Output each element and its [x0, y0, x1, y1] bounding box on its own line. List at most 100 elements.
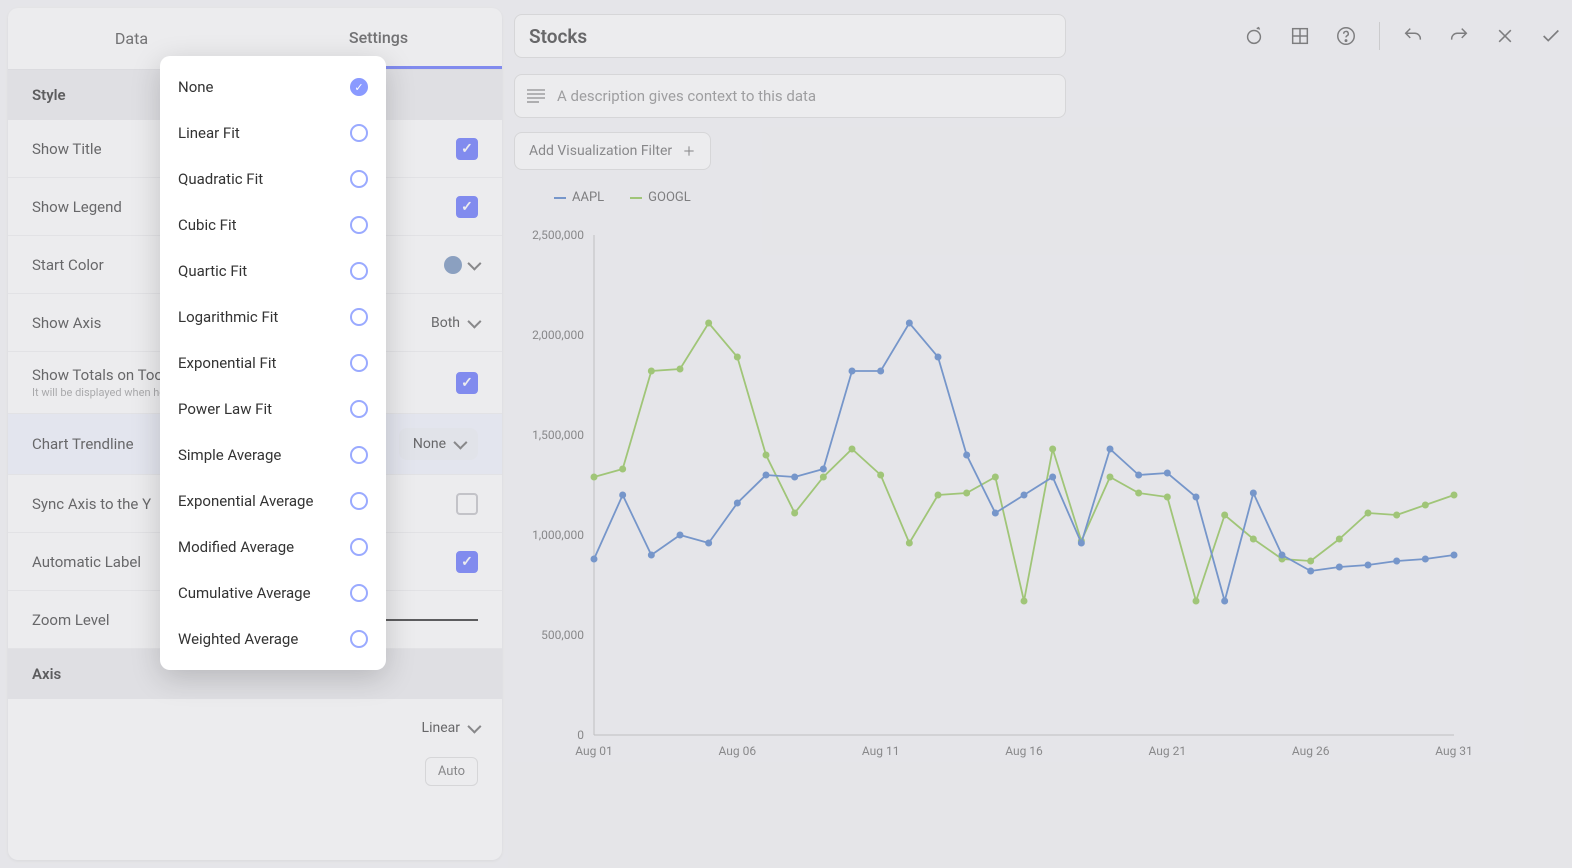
svg-text:1,500,000: 1,500,000: [532, 428, 584, 442]
color-swatch-dot: [444, 256, 462, 274]
dropdown-option[interactable]: Modified Average: [160, 524, 386, 570]
description-icon: [527, 89, 545, 103]
radio-icon: [350, 124, 368, 142]
dropdown-option-label: Exponential Average: [178, 492, 313, 510]
dropdown-option[interactable]: Power Law Fit: [160, 386, 386, 432]
axis-auto-pill[interactable]: Auto: [425, 757, 478, 786]
legend-item-googl[interactable]: GOOGL: [630, 190, 691, 205]
chevron-down-icon: [453, 436, 467, 450]
checkbox-show-title[interactable]: [456, 138, 478, 160]
dropdown-option[interactable]: Quadratic Fit: [160, 156, 386, 202]
dropdown-option[interactable]: Quartic Fit: [160, 248, 386, 294]
close-icon[interactable]: [1492, 23, 1518, 49]
radio-icon: [350, 584, 368, 602]
checkbox-auto-label[interactable]: [456, 551, 478, 573]
radio-icon: [350, 308, 368, 326]
dropdown-option-label: None: [178, 78, 214, 96]
confirm-icon[interactable]: [1538, 23, 1564, 49]
select-chart-trendline[interactable]: None: [399, 428, 478, 460]
chart-toolbar: Stocks: [514, 8, 1564, 64]
svg-text:Aug 01: Aug 01: [575, 744, 613, 758]
undo-icon[interactable]: [1400, 23, 1426, 49]
trendline-value: None: [413, 436, 446, 452]
dropdown-option-label: Quadratic Fit: [178, 170, 263, 188]
description-input[interactable]: A description gives context to this data: [514, 74, 1066, 118]
label-start-color: Start Color: [32, 256, 104, 274]
label-chart-trendline: Chart Trendline: [32, 435, 134, 453]
row-axis-scale: Linear: [8, 699, 502, 757]
svg-text:Aug 26: Aug 26: [1292, 744, 1330, 758]
chevron-down-icon: [467, 314, 481, 328]
trendline-dropdown: None Linear Fit Quadratic Fit Cubic Fit Quar…: [160, 56, 386, 670]
chevron-down-icon: [467, 720, 481, 734]
checkbox-show-legend[interactable]: [456, 196, 478, 218]
dropdown-option-label: Modified Average: [178, 538, 294, 556]
dropdown-option-label: Exponential Fit: [178, 354, 276, 372]
chart-panel: Stocks: [514, 8, 1564, 860]
svg-text:Aug 31: Aug 31: [1435, 744, 1473, 758]
radio-icon: [350, 78, 368, 96]
label-show-legend: Show Legend: [32, 198, 122, 216]
radio-icon: [350, 170, 368, 188]
dropdown-option[interactable]: Cumulative Average: [160, 570, 386, 616]
svg-text:0: 0: [577, 728, 584, 742]
dropdown-option[interactable]: Logarithmic Fit: [160, 294, 386, 340]
add-filter-button[interactable]: Add Visualization Filter: [514, 132, 711, 170]
label-zoom-level: Zoom Level: [32, 611, 110, 629]
redo-icon[interactable]: [1446, 23, 1472, 49]
dropdown-option[interactable]: Weighted Average: [160, 616, 386, 662]
legend-marker: [630, 197, 642, 199]
plus-icon: [682, 144, 696, 158]
dropdown-option[interactable]: Exponential Fit: [160, 340, 386, 386]
zoom-slider[interactable]: [378, 619, 478, 621]
legend-marker: [554, 197, 566, 199]
line-chart: 0500,0001,000,0001,500,0002,000,0002,500…: [514, 205, 1474, 765]
start-color-picker[interactable]: [444, 256, 478, 274]
dropdown-option-label: Power Law Fit: [178, 400, 272, 418]
dropdown-option-label: Cumulative Average: [178, 584, 311, 602]
checkbox-sync-axis[interactable]: [456, 493, 478, 515]
label-auto-label: Automatic Label: [32, 553, 141, 571]
dropdown-option[interactable]: None: [160, 64, 386, 110]
legend-label-aapl: AAPL: [572, 190, 604, 205]
radio-icon: [350, 492, 368, 510]
chart-legend: AAPL GOOGL: [514, 190, 1564, 205]
dropdown-option-label: Quartic Fit: [178, 262, 247, 280]
dropdown-option[interactable]: Cubic Fit: [160, 202, 386, 248]
description-placeholder: A description gives context to this data: [557, 87, 816, 105]
filter-label: Add Visualization Filter: [529, 143, 672, 159]
svg-text:Aug 16: Aug 16: [1005, 744, 1043, 758]
dropdown-option-label: Cubic Fit: [178, 216, 237, 234]
grid-icon[interactable]: [1287, 23, 1313, 49]
svg-text:Aug 21: Aug 21: [1149, 744, 1187, 758]
legend-item-aapl[interactable]: AAPL: [554, 190, 604, 205]
label-show-axis: Show Axis: [32, 314, 101, 332]
svg-text:500,000: 500,000: [541, 628, 584, 642]
svg-text:2,000,000: 2,000,000: [532, 328, 584, 342]
toolbar-divider: [1379, 22, 1380, 50]
radio-icon: [350, 538, 368, 556]
chart-area: AAPL GOOGL 0500,0001,000,0001,500,0002,0…: [514, 190, 1564, 790]
svg-text:Aug 06: Aug 06: [719, 744, 757, 758]
dropdown-option[interactable]: Linear Fit: [160, 110, 386, 156]
radio-icon: [350, 262, 368, 280]
dropdown-option[interactable]: Exponential Average: [160, 478, 386, 524]
chart-title: Stocks: [529, 25, 587, 48]
select-axis-scale[interactable]: Linear: [422, 720, 478, 736]
help-icon[interactable]: [1333, 23, 1359, 49]
svg-text:Aug 11: Aug 11: [862, 744, 900, 758]
radio-icon: [350, 216, 368, 234]
dropdown-option[interactable]: Simple Average: [160, 432, 386, 478]
svg-text:2,500,000: 2,500,000: [532, 228, 584, 242]
dropdown-option-label: Weighted Average: [178, 630, 298, 648]
dropdown-option-label: Linear Fit: [178, 124, 240, 142]
label-sync-axis: Sync Axis to the Y: [32, 495, 151, 513]
axis-scale-value: Linear: [422, 720, 460, 736]
chart-title-input[interactable]: Stocks: [514, 14, 1066, 58]
checkbox-show-totals[interactable]: [456, 372, 478, 394]
legend-label-googl: GOOGL: [648, 190, 691, 205]
show-axis-value: Both: [431, 315, 460, 331]
reset-view-icon[interactable]: [1241, 23, 1267, 49]
radio-icon: [350, 446, 368, 464]
select-show-axis[interactable]: Both: [431, 315, 478, 331]
